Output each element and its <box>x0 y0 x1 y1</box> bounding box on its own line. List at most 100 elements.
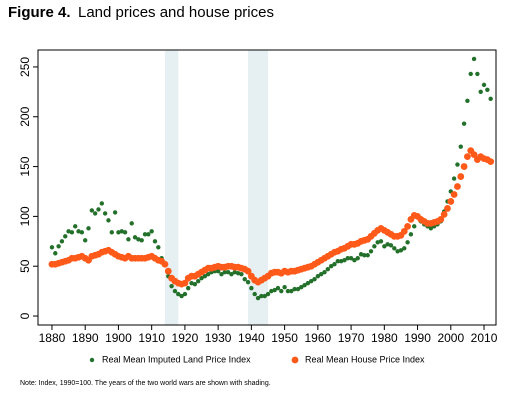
point <box>269 288 274 294</box>
point <box>53 251 58 256</box>
point <box>164 267 172 275</box>
y-tick-label: 200 <box>18 106 32 126</box>
point <box>322 269 327 275</box>
point <box>129 221 134 226</box>
point <box>382 244 387 249</box>
point <box>73 224 78 229</box>
point <box>56 244 61 249</box>
point <box>404 222 411 230</box>
point <box>292 286 297 292</box>
point <box>318 271 324 277</box>
point <box>392 246 397 251</box>
point <box>109 230 114 235</box>
x-tick-label: 1880 <box>39 331 66 345</box>
point <box>402 246 407 251</box>
point <box>139 238 144 243</box>
point <box>265 291 271 297</box>
point <box>232 269 237 275</box>
y-tick-label: 50 <box>18 259 32 273</box>
point <box>79 230 85 235</box>
point <box>468 71 473 77</box>
point <box>440 211 448 218</box>
x-tick-label: 1950 <box>271 331 298 345</box>
point <box>242 276 247 282</box>
point <box>69 230 75 235</box>
x-tick-label: 1920 <box>172 331 199 345</box>
point <box>450 191 458 198</box>
point <box>169 283 174 289</box>
point <box>465 98 470 104</box>
point <box>235 270 241 276</box>
point <box>63 234 68 239</box>
x-tick-label: 1890 <box>72 331 99 345</box>
point <box>285 288 291 294</box>
point <box>398 248 404 253</box>
point <box>239 271 244 277</box>
y-tick-label: 0 <box>18 312 32 319</box>
point <box>59 239 65 244</box>
point <box>244 267 252 275</box>
point <box>152 239 158 244</box>
point <box>199 275 204 281</box>
chart-title: Land prices and house prices <box>78 4 274 21</box>
point <box>146 232 151 237</box>
x-tick-label: 1970 <box>338 331 365 345</box>
point <box>365 253 370 258</box>
point <box>455 162 460 167</box>
point <box>181 279 189 287</box>
point <box>161 260 169 268</box>
point <box>189 280 194 286</box>
point <box>196 278 201 284</box>
x-tick-label: 1940 <box>238 331 265 345</box>
point <box>102 211 108 216</box>
point <box>451 176 457 181</box>
point <box>179 293 184 299</box>
x-tick-label: 2000 <box>437 331 464 345</box>
point <box>262 293 267 299</box>
point <box>460 163 468 170</box>
point <box>249 285 254 291</box>
point <box>279 288 284 294</box>
point <box>149 229 154 234</box>
point <box>182 291 188 297</box>
point <box>385 242 390 247</box>
point <box>126 237 131 242</box>
point <box>219 271 224 277</box>
point <box>49 245 55 250</box>
point <box>116 230 121 235</box>
point <box>202 273 208 279</box>
point <box>328 264 334 269</box>
x-tick-label: 1930 <box>205 331 232 345</box>
point <box>229 271 234 277</box>
point <box>447 198 455 205</box>
point <box>312 276 317 282</box>
point <box>485 87 490 93</box>
point <box>299 284 304 290</box>
point <box>112 210 118 215</box>
point <box>355 256 360 261</box>
point <box>305 280 311 286</box>
legend-marker <box>89 357 95 363</box>
point <box>295 286 301 292</box>
x-tick-label: 2010 <box>471 331 498 345</box>
point <box>358 252 364 257</box>
point <box>345 256 350 261</box>
point <box>192 281 198 287</box>
note: Note: Index, 1990=100. The years of the … <box>20 380 271 387</box>
war-shading <box>164 50 179 325</box>
point <box>255 295 261 301</box>
point <box>156 245 161 250</box>
point <box>348 256 354 261</box>
point <box>478 89 483 95</box>
point <box>444 205 451 212</box>
point <box>400 227 408 235</box>
point <box>282 284 287 290</box>
point <box>205 271 211 277</box>
point <box>475 71 480 77</box>
point <box>66 229 71 234</box>
war-shading <box>248 50 268 325</box>
y-tick-label: 100 <box>18 206 32 226</box>
point <box>92 211 98 216</box>
point <box>186 285 191 291</box>
